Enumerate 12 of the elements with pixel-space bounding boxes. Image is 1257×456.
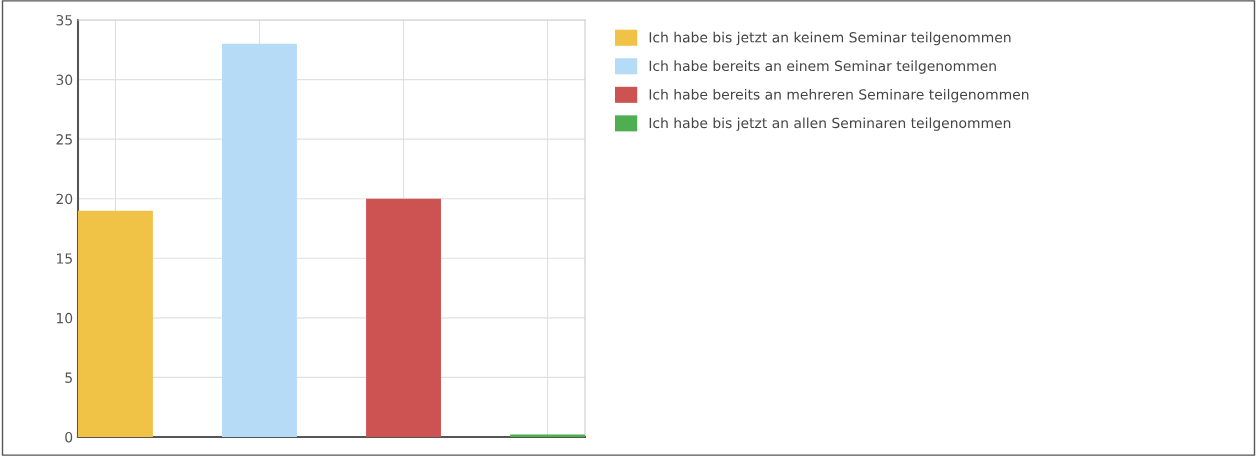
legend-label: Ich habe bereits an mehreren Seminare teilgenommen (649, 88, 1029, 103)
y-tick-label: 5 (65, 372, 72, 383)
y-tick-label: 10 (56, 312, 73, 324)
y-tick-label: 30 (56, 74, 73, 86)
legend-label: Ich habe bis jetzt an allen Seminaren teilgenommen (649, 117, 1011, 131)
legend-label: Ich habe bereits an einem Seminar teilgenommen (649, 60, 996, 74)
y-tick-label: 25 (56, 134, 72, 145)
y-tick-label: 35 (56, 14, 72, 26)
legend-label: Ich habe bis jetzt an keinem Seminar teilgenommen (649, 31, 1011, 46)
y-tick-label: 15 (56, 253, 72, 264)
y-tick-label: 0 (65, 431, 73, 443)
y-tick-label: 20 (56, 193, 73, 205)
